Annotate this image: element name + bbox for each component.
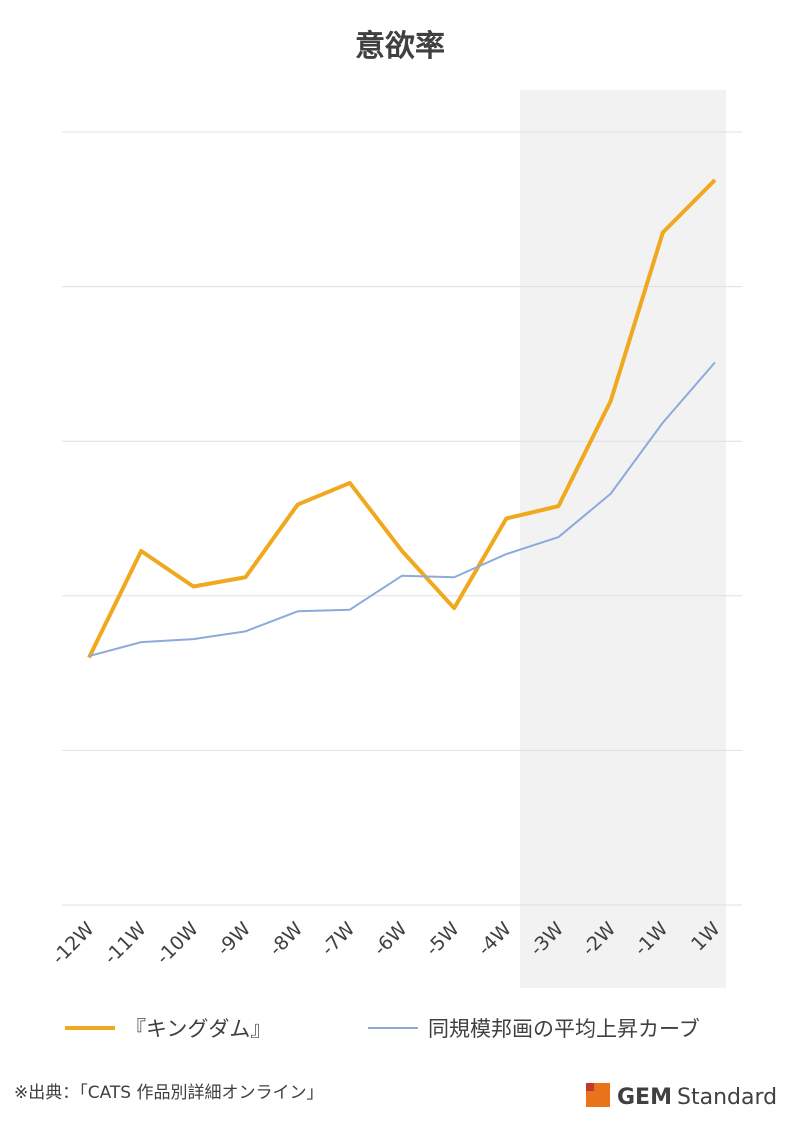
- x-tick-label: -9W: [213, 918, 255, 960]
- source-note: ※出典：「CATS 作品別詳細オンライン」: [14, 1083, 324, 1103]
- x-tick-label: -11W: [100, 918, 151, 969]
- x-tick-label: -12W: [48, 918, 99, 969]
- x-tick-label: -7W: [317, 918, 359, 960]
- series-line: [87, 178, 717, 659]
- x-tick-label: -6W: [369, 918, 411, 960]
- grid: [62, 131, 742, 906]
- legend-label: 『キングダム』: [125, 1017, 271, 1041]
- x-tick-label: -10W: [152, 918, 203, 969]
- x-tick-label: -8W: [265, 918, 307, 960]
- logo-mark-corner: [586, 1083, 594, 1091]
- legend: 『キングダム』 同規模邦画の平均上昇カーブ: [65, 1017, 700, 1041]
- x-tick-label: -5W: [421, 918, 463, 960]
- series-line: [88, 361, 716, 658]
- logo-brand: GEM: [617, 1085, 672, 1110]
- x-tick-label: -4W: [474, 918, 516, 960]
- legend-label: 同規模邦画の平均上昇カーブ: [428, 1017, 700, 1041]
- plot: [87, 178, 717, 659]
- chart-title: 意欲率: [355, 29, 445, 64]
- logo-brand-sub: Standard: [677, 1085, 777, 1110]
